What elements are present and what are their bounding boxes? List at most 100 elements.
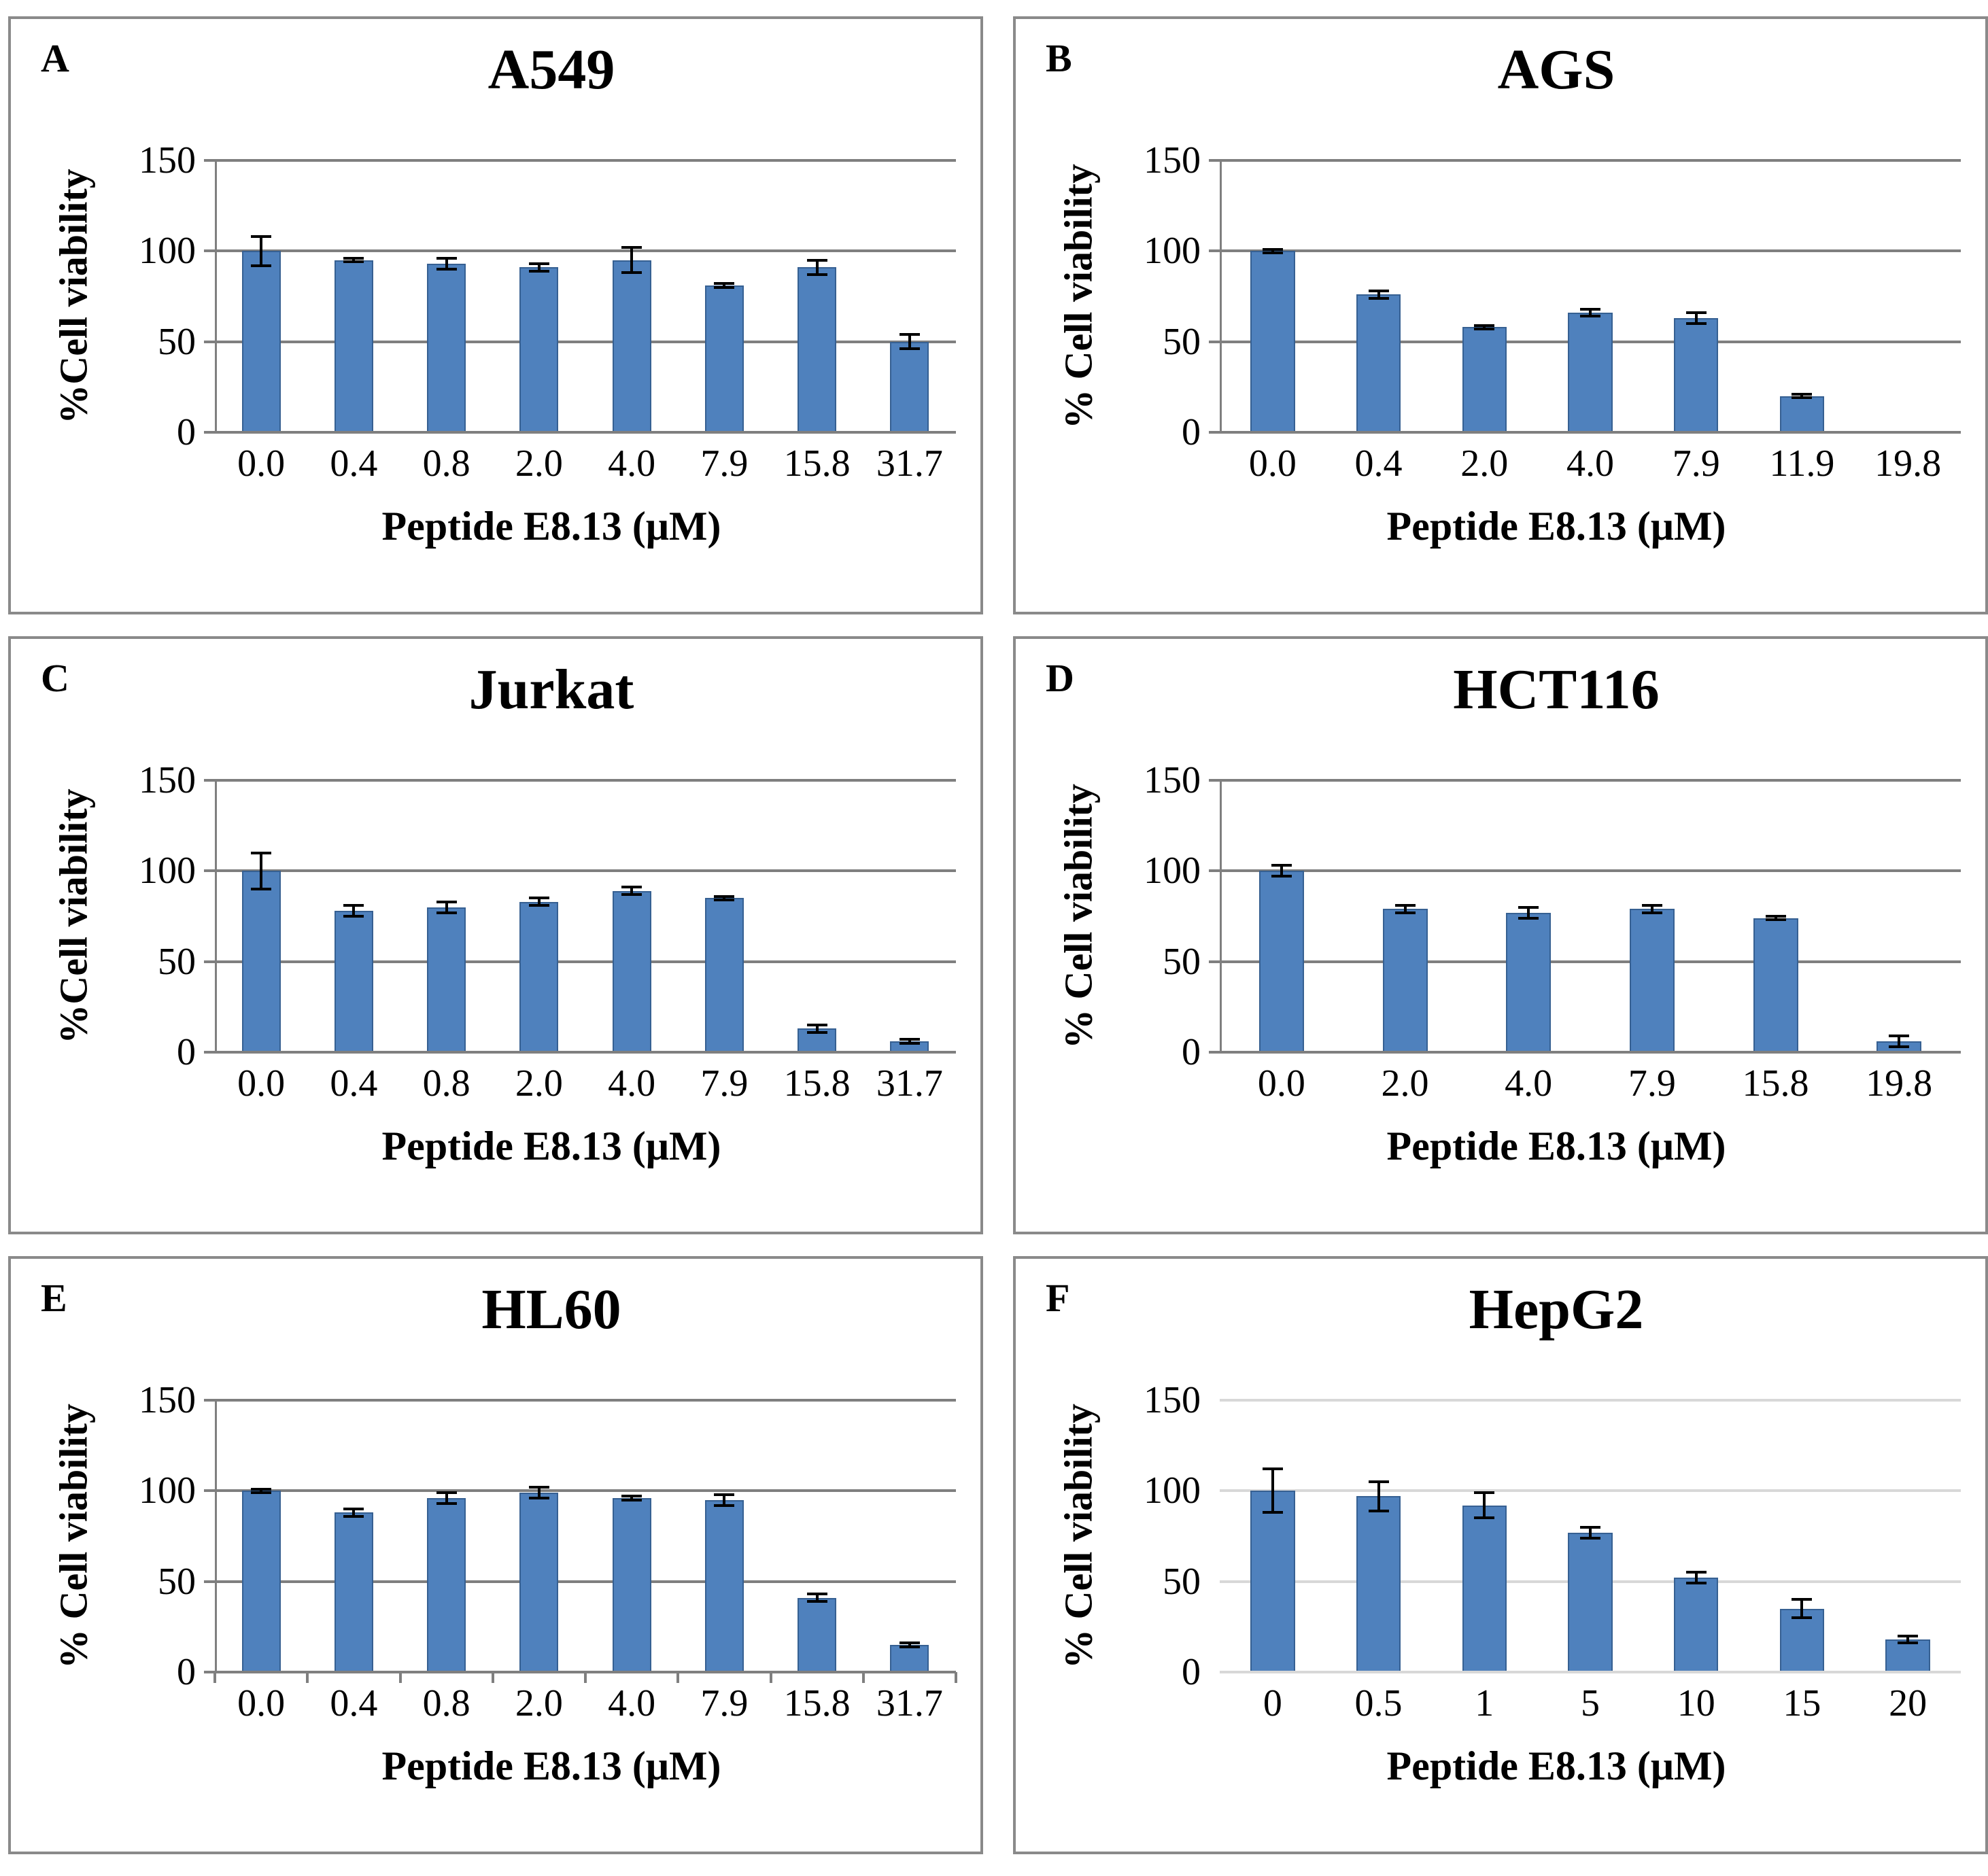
y-axis-line — [1220, 160, 1222, 432]
error-bar-cap-top-4.0 — [621, 1495, 642, 1498]
error-bar-cap-bottom-11.9 — [1792, 396, 1813, 400]
error-bar-cap-top-0.8 — [436, 257, 457, 260]
error-bar-line-7.9 — [1694, 313, 1698, 324]
error-bar-cap-top-0.0 — [1271, 864, 1292, 867]
error-bar-cap-top-15.8 — [806, 258, 827, 262]
y-tick-label-50: 50 — [1163, 320, 1201, 363]
y-tick-label-0: 0 — [1182, 1031, 1201, 1073]
error-bar-cap-top-31.7 — [899, 1642, 920, 1645]
error-bar-line-2.0 — [537, 264, 541, 271]
error-bar-cap-bottom-15.8 — [806, 1600, 827, 1603]
y-tick-mark-100 — [204, 1489, 215, 1493]
x-tick-label-2.0: 2.0 — [515, 442, 563, 485]
error-bar-line-0.4 — [352, 905, 356, 916]
gridline-50 — [1220, 960, 1961, 963]
error-bar-cap-bottom-0.0 — [251, 888, 272, 890]
error-bar-cap-bottom-0.0 — [251, 264, 272, 267]
x-tick-label-1: 1 — [1475, 1682, 1494, 1724]
y-tick-mark-150 — [1209, 159, 1220, 162]
error-bar-line-0.0 — [1280, 865, 1283, 877]
bar-31.7 — [890, 341, 929, 432]
gridline-150 — [1220, 159, 1961, 162]
error-bar-cap-bottom-0.0 — [1271, 875, 1292, 878]
error-bar-cap-top-2.0 — [1474, 324, 1495, 327]
error-bar-line-0.0 — [260, 852, 263, 889]
error-bar-cap-bottom-2.0 — [528, 904, 549, 907]
error-bar-cap-bottom-0 — [1262, 1511, 1283, 1514]
x-tick-label-15.8: 15.8 — [1742, 1062, 1809, 1105]
error-bar-cap-bottom-15.8 — [1765, 918, 1786, 922]
gridline-100 — [215, 869, 956, 873]
x-tick-mark-6 — [769, 1672, 772, 1683]
panel-hct116: D HCT116 % Cell viability 0 50 100 150 0.0 2.… — [1013, 636, 1988, 1234]
bar-15.8 — [798, 1028, 837, 1052]
error-bar-cap-bottom-0.8 — [436, 911, 457, 914]
error-bar-line-0.5 — [1377, 1482, 1380, 1511]
error-bar-cap-top-7.9 — [714, 894, 735, 898]
error-bar-cap-top-0.0 — [251, 235, 272, 238]
gridline-100 — [215, 1489, 956, 1493]
gridline-150 — [215, 779, 956, 782]
panel-hepg2: F HepG2 % Cell viability 0 50 100 150 0 0.5 1 5… — [1013, 1256, 1988, 1854]
error-bar-line-0.4 — [1377, 291, 1380, 298]
error-bar-cap-bottom-0.8 — [436, 268, 457, 271]
error-bar-cap-top-31.7 — [899, 333, 920, 336]
y-tick-label-0: 0 — [177, 1651, 196, 1693]
y-tick-mark-100 — [204, 869, 215, 873]
error-bar-cap-top-2.0 — [1394, 904, 1416, 907]
plot-area: 0 50 100 150 0.0 2.0 4.0 7.9 15.8 19.8 — [1144, 759, 1961, 1105]
x-tick-label-31.7: 31.7 — [876, 1682, 943, 1724]
y-tick-label-0: 0 — [177, 1031, 196, 1073]
error-bar-line-19.8 — [1898, 1036, 1901, 1047]
error-bar-line-2.0 — [537, 1487, 541, 1498]
x-tick-label-0.8: 0.8 — [422, 1062, 470, 1105]
error-bar-cap-top-0.0 — [251, 1487, 272, 1491]
plot-area: 0 50 100 150 0.0 0.4 0.8 2.0 4.0 7.9 15.8 31.7 — [139, 759, 956, 1105]
x-tick-label-7.9: 7.9 — [1672, 442, 1720, 485]
error-bar-cap-top-4.0 — [1518, 905, 1539, 909]
error-bar-cap-bottom-2.0 — [1474, 328, 1495, 330]
panel-letter-f: F — [1046, 1276, 1070, 1320]
error-bar-cap-top-19.8 — [1889, 1035, 1910, 1037]
error-bar-line-11.9 — [1800, 394, 1804, 398]
error-bar-cap-bottom-4.0 — [1580, 315, 1600, 318]
gridline-150 — [215, 1399, 956, 1402]
error-bar-line-0.4 — [352, 1509, 356, 1516]
plot-area: 0 50 100 150 0.0 0.4 0.8 2.0 4.0 7.9 15.8 31.7 — [139, 139, 956, 485]
y-axis-line — [215, 1400, 217, 1672]
panel-letter-a: A — [41, 36, 69, 80]
error-bar-cap-bottom-7.9 — [1641, 911, 1662, 914]
x-tick-mark-8 — [955, 1672, 957, 1683]
chart-title-jurkat: Jurkat — [468, 658, 634, 721]
error-bar-cap-top-2.0 — [528, 1486, 549, 1489]
bar-0.4 — [334, 1512, 373, 1672]
x-tick-label-7.9: 7.9 — [1628, 1062, 1676, 1105]
error-bar-cap-top-0.4 — [343, 257, 364, 260]
y-axis-title: % Cell viability — [1056, 164, 1101, 429]
error-bar-cap-bottom-0.4 — [1368, 296, 1389, 300]
panel-letter-d: D — [1046, 656, 1074, 700]
error-bar-line-31.7 — [908, 1643, 911, 1647]
bar-2.0 — [1462, 327, 1507, 432]
error-bar-cap-top-4.0 — [621, 246, 642, 249]
x-axis-line — [204, 1671, 956, 1673]
panel-hl60: E HL60 % Cell viability 0 50 100 150 0.0 0.4 0… — [8, 1256, 983, 1854]
bar-0.0 — [1250, 251, 1295, 432]
x-tick-label-11.9: 11.9 — [1769, 442, 1835, 485]
error-bar-cap-bottom-0.0 — [251, 1491, 272, 1494]
error-bar-cap-bottom-2.0 — [528, 269, 549, 273]
y-tick-label-50: 50 — [1163, 940, 1201, 983]
x-tick-label-0.8: 0.8 — [422, 1682, 470, 1724]
chart-title-hepg2: HepG2 — [1469, 1278, 1644, 1341]
error-bar-cap-top-4.0 — [621, 886, 642, 889]
y-tick-mark-100 — [1209, 869, 1220, 873]
error-bar-cap-top-15 — [1792, 1598, 1813, 1601]
bar-0.0 — [241, 1491, 281, 1672]
y-tick-mark-50 — [204, 960, 215, 963]
error-bar-cap-bottom-15.8 — [806, 1030, 827, 1034]
bar-2.0 — [519, 901, 559, 1052]
x-tick-mark-7 — [861, 1672, 865, 1683]
error-bar-cap-bottom-0.4 — [343, 1514, 364, 1518]
error-bar-line-7.9 — [723, 896, 726, 900]
bar-1 — [1462, 1505, 1507, 1672]
